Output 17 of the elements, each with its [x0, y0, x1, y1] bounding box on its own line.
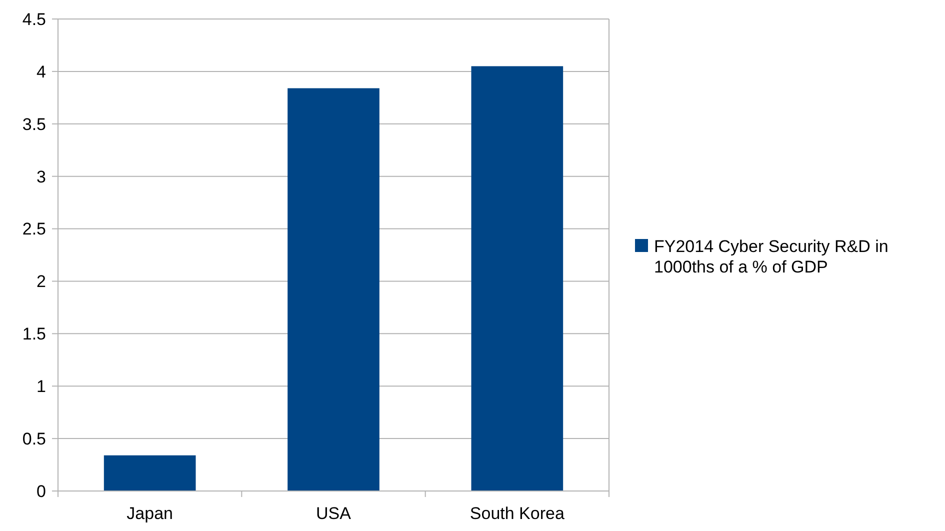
y-tick-label: 4: [36, 62, 46, 82]
y-tick-label: 0: [36, 482, 46, 501]
y-tick-label: 2: [36, 272, 46, 292]
y-tick-label: 1: [36, 377, 46, 396]
legend-label: FY2014 Cyber Security R&D in 1000ths of a % of GDP: [654, 236, 888, 276]
x-tick-label: USA: [316, 504, 352, 523]
bar: [288, 88, 380, 491]
bar: [471, 66, 564, 491]
y-tick-label: 0.5: [22, 430, 46, 449]
y-tick-label: 3.5: [22, 114, 46, 134]
y-tick-label: 4.5: [22, 10, 46, 29]
x-tick-label: Japan: [126, 504, 173, 523]
x-tick-label: South Korea: [470, 504, 565, 523]
y-tick-label: 1.5: [22, 324, 46, 344]
y-tick-label: 2.5: [22, 220, 46, 239]
y-tick-label: 3: [36, 167, 46, 186]
bar: [104, 455, 196, 491]
